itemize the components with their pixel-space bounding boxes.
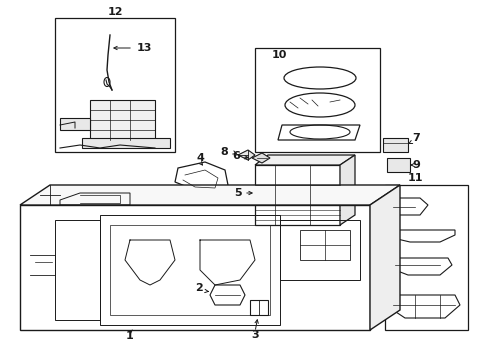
Text: 2: 2 [195, 283, 203, 293]
Bar [55, 18, 175, 152]
Text: 11: 11 [407, 173, 423, 183]
Text: 6: 6 [232, 151, 240, 161]
Polygon shape [238, 150, 255, 160]
Text: 1: 1 [126, 331, 134, 341]
Bar [387, 158, 410, 172]
Text: 10: 10 [272, 50, 287, 60]
Polygon shape [82, 138, 170, 148]
Bar [255, 48, 380, 152]
Polygon shape [252, 153, 270, 163]
Text: 13: 13 [137, 43, 152, 53]
Polygon shape [20, 185, 400, 205]
Bar [383, 138, 408, 152]
Text: 3: 3 [251, 330, 259, 340]
Text: 4: 4 [196, 153, 204, 163]
Text: 9: 9 [412, 160, 420, 170]
Text: 5: 5 [234, 188, 242, 198]
Polygon shape [370, 185, 400, 330]
Polygon shape [340, 155, 355, 225]
Polygon shape [90, 100, 155, 140]
Bar [385, 185, 468, 330]
Text: 8: 8 [220, 147, 228, 157]
Polygon shape [60, 118, 90, 130]
Text: 12: 12 [107, 7, 123, 17]
Text: 7: 7 [412, 133, 420, 143]
Polygon shape [255, 155, 355, 165]
